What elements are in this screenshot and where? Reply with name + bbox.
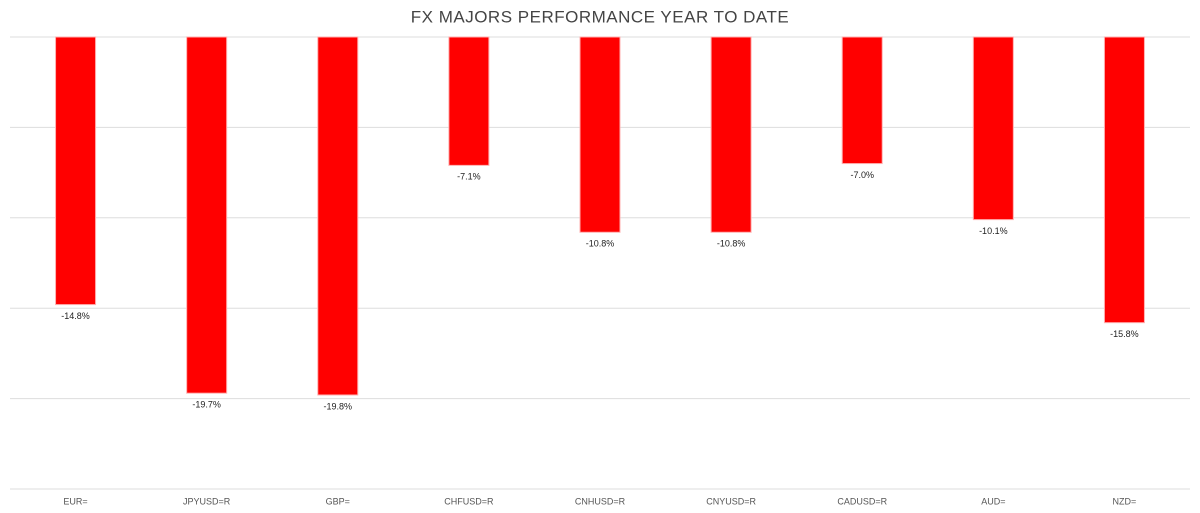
bar	[186, 36, 228, 394]
x-tick-label: NZD=	[1113, 496, 1137, 506]
value-label: -7.0%	[850, 170, 874, 180]
value-label: -10.8%	[717, 239, 746, 249]
value-label: -7.1%	[457, 172, 481, 182]
bar	[448, 36, 490, 166]
bar	[55, 36, 97, 306]
value-label: -19.8%	[324, 401, 353, 411]
chart-title: FX MAJORS PERFORMANCE YEAR TO DATE	[411, 7, 789, 26]
x-tick-label: AUD=	[981, 496, 1005, 506]
x-tick-label: CHFUSD=R	[444, 496, 494, 506]
bar	[841, 36, 883, 165]
value-label: -14.8%	[61, 311, 90, 321]
value-label: -10.8%	[586, 239, 615, 249]
bar	[972, 36, 1014, 221]
bar	[317, 36, 359, 396]
bar	[710, 36, 752, 233]
x-tick-label: JPYUSD=R	[183, 496, 231, 506]
x-tick-label: GBP=	[326, 496, 350, 506]
x-tick-label: CNHUSD=R	[575, 496, 626, 506]
bar	[1103, 36, 1145, 324]
x-tick-label: EUR=	[63, 496, 87, 506]
value-label: -15.8%	[1110, 329, 1139, 339]
bar	[579, 36, 621, 233]
value-label: -10.1%	[979, 226, 1008, 236]
x-tick-label: CNYUSD=R	[706, 496, 756, 506]
x-tick-label: CADUSD=R	[837, 496, 887, 506]
value-label: -19.7%	[192, 400, 221, 410]
